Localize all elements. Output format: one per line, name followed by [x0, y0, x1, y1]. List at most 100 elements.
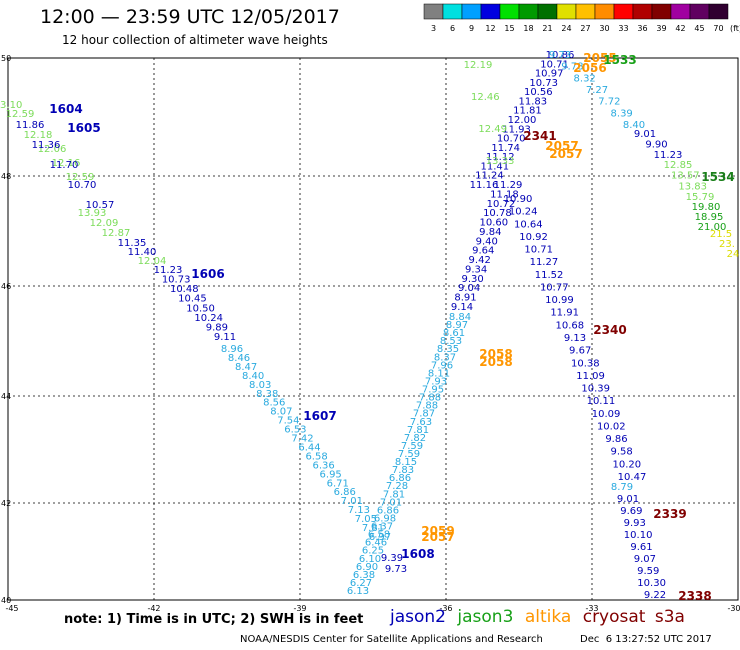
wave-height-value: 8.40 [242, 371, 264, 382]
wave-height-value: 12.87 [102, 228, 131, 239]
wave-height-value: 7.82 [404, 433, 426, 444]
legend-tick-label: 39 [656, 24, 666, 33]
legend-tick-label: 27 [580, 24, 590, 33]
legend-swatch [708, 3, 729, 20]
wave-height-value: 6.13 [347, 586, 369, 597]
wave-height-value: 7.42 [291, 434, 313, 445]
legend-tick-label: 30 [599, 24, 609, 33]
wave-height-value: 10.68 [555, 320, 584, 331]
pass-label: 2057 [545, 139, 578, 153]
wave-height-value: 11.40 [128, 247, 157, 258]
wave-height-value: 23. [719, 239, 735, 250]
wave-height-value: 8.84 [449, 312, 471, 323]
wave-height-value: 10.38 [571, 358, 600, 369]
wave-height-value: 12.59 [6, 109, 35, 120]
wave-height-value: 24 [727, 249, 740, 260]
wave-height-value: 9.58 [611, 447, 633, 458]
wave-height-value: 7.88 [419, 393, 441, 404]
wave-height-value: 8.11 [428, 368, 450, 379]
wave-height-value: 9.30 [461, 274, 483, 285]
wave-height-value: 9.42 [469, 255, 491, 266]
wave-height-value: 10.70 [497, 134, 526, 145]
satellite-legend: jason2 jason3 altika cryosat s3a [390, 607, 685, 627]
pass-label: 2058 [479, 347, 512, 361]
footer-credit: NOAA/NESDIS Center for Satellite Applica… [240, 634, 543, 645]
wave-height-value: 8.79 [611, 482, 633, 493]
lon-tick-label: -42 [147, 604, 160, 613]
wave-height-value: 7.05 [355, 514, 377, 525]
wave-height-value: 6.25 [362, 546, 384, 557]
wave-height-value: 7.63 [410, 417, 432, 428]
wave-height-value: 12.09 [90, 218, 119, 229]
lat-tick-label: 44 [1, 392, 11, 401]
pass-label: 1605 [67, 121, 100, 135]
wave-height-value: 6.97 [369, 532, 391, 543]
legend-swatch [632, 3, 653, 20]
wave-height-value: 10.70 [68, 180, 97, 191]
wave-height-value: 9.40 [476, 236, 498, 247]
legend-tick-label: 18 [523, 24, 533, 33]
wave-height-value: 9.86 [605, 434, 627, 445]
wave-height-value: 12.18 [24, 130, 53, 141]
track-segment: 11.36 11.70 10.70 10.57 [32, 140, 115, 211]
wave-height-value: 12.06 [38, 144, 67, 155]
lat-tick-label: 40 [1, 596, 11, 605]
wave-height-value: 21.00 [698, 222, 727, 233]
wave-height-value: 6.44 [298, 442, 320, 453]
wave-height-value: 13.93 [78, 208, 107, 219]
wave-height-value: 9.04 [458, 283, 480, 294]
pass-label: 2055 [583, 51, 616, 65]
wave-height-value: 7.59 [398, 449, 420, 460]
wave-height-value: 8.97 [446, 320, 468, 331]
pass-label: 2057 [549, 147, 582, 161]
track-segment: 8.968.468.478.408.038.388.568.077.546.53… [221, 344, 391, 543]
wave-height-value: 8.38 [256, 389, 278, 400]
wave-height-value: 10.11 [587, 396, 616, 407]
track-segment: 10.8610.7110.9710.7310.5611.8311.8112.00… [470, 50, 575, 191]
wave-height-value: 6.53 [284, 425, 306, 436]
wave-height-value: 11.83 [519, 96, 548, 107]
wave-height-value: 8.32 [574, 73, 596, 84]
wave-height-value: 12.49 [478, 124, 507, 135]
wave-height-value: 10.73 [162, 275, 191, 286]
legend-tick-label: 33 [618, 24, 628, 33]
wave-height-value: 9.01 [617, 494, 639, 505]
track-segment: 21.523.24 [710, 229, 740, 260]
wave-height-value: 10.72 [487, 199, 516, 210]
wave-height-value: 8.96 [221, 344, 243, 355]
track-segment: 11.2911.1810.7210.7810.609.849.409.649.4… [451, 180, 522, 313]
legend-unit: (ft) [730, 24, 740, 33]
wave-height-value: 9.14 [451, 302, 473, 313]
wave-height-value: 6.10 [359, 554, 381, 565]
wave-height-value: 12.46 [471, 92, 500, 103]
wave-height-value: 11.29 [494, 180, 523, 191]
wave-height-value: 9.67 [569, 346, 591, 357]
wave-height-value: 7.81 [362, 523, 384, 534]
legend-swatch [689, 3, 710, 20]
wave-height-value: 9.61 [630, 542, 652, 553]
wave-height-value: 6.71 [327, 478, 349, 489]
legend-tick-label: 12 [485, 24, 495, 33]
track-segment: 11.86 [16, 120, 45, 131]
wave-height-value: 6.58 [368, 530, 390, 541]
wave-height-value: 12.04 [138, 256, 167, 267]
legend-tick-label: 24 [561, 24, 571, 33]
wave-height-value: 7.59 [401, 441, 423, 452]
wave-height-value: 12.16 [52, 158, 81, 169]
wave-height-value: 7.54 [277, 416, 299, 427]
legend-tick-label: 70 [713, 24, 723, 33]
wave-height-value: 9.73 [385, 564, 407, 575]
wave-height-value: 10.71 [540, 59, 569, 70]
lat-tick-label: 46 [1, 282, 11, 291]
wave-height-value: 9.22 [644, 590, 666, 601]
legend-swatch [499, 3, 520, 20]
sat-cryosat: cryosat [582, 607, 646, 627]
sat-jason2: jason2 [390, 607, 446, 627]
pass-label: 2338 [678, 589, 711, 603]
